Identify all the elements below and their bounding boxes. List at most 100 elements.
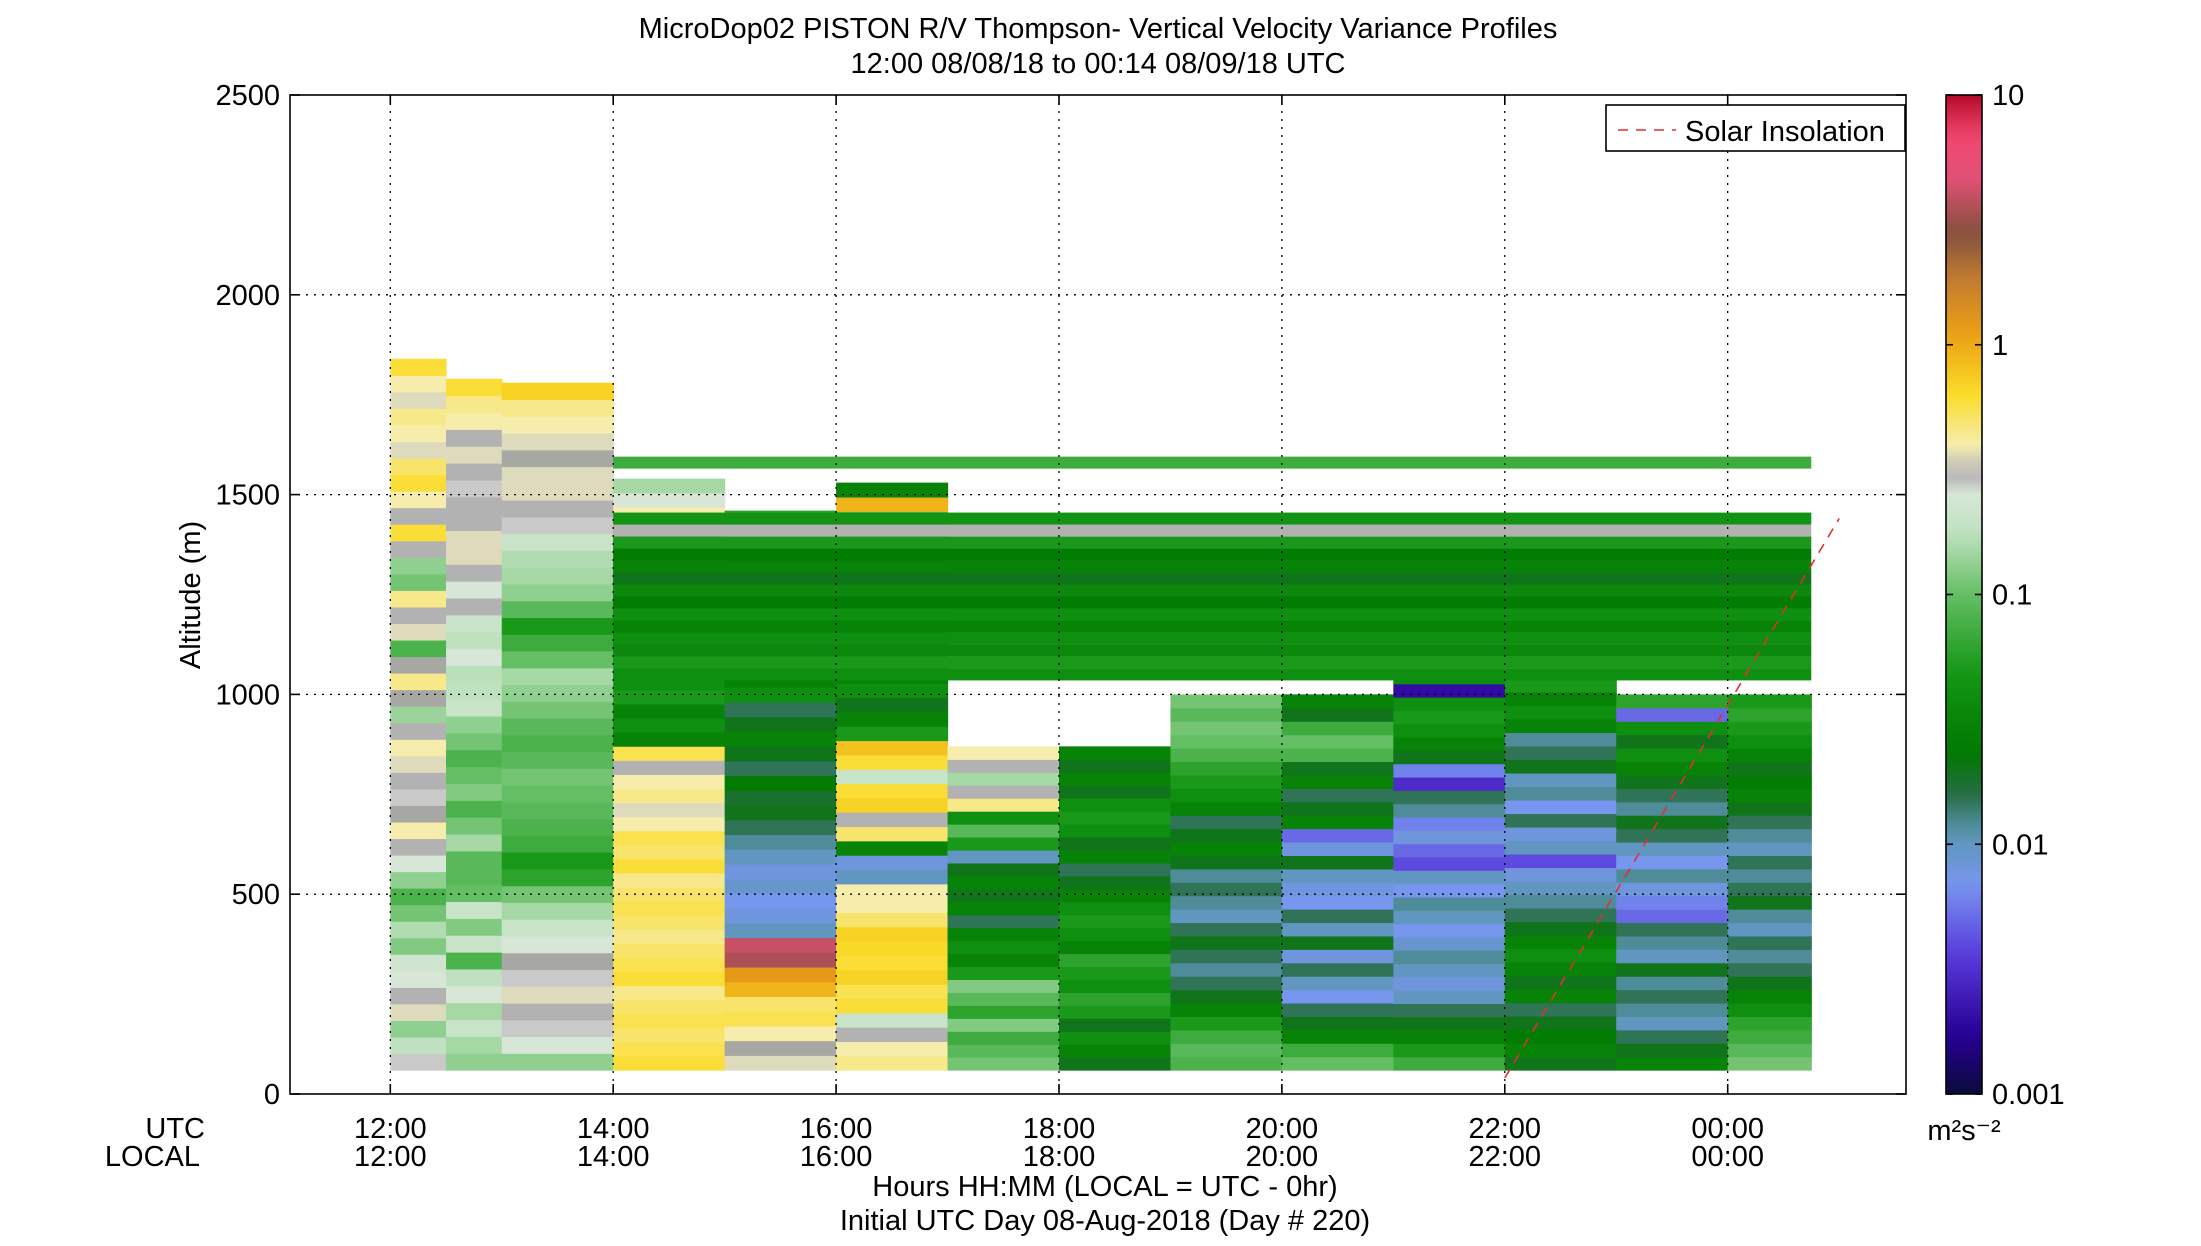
heatmap-cell: [390, 408, 447, 426]
heatmap-cell: [1616, 935, 1729, 950]
heatmap-cell: [836, 797, 949, 813]
heatmap-cell: [1727, 828, 1812, 843]
heatmap-cell: [501, 701, 614, 719]
heatmap-cell: [390, 739, 447, 757]
heatmap-cell: [1727, 721, 1812, 736]
heatmap-cell: [613, 858, 726, 874]
heatmap-cell: [1281, 734, 1394, 749]
heatmap-cell: [836, 826, 949, 842]
utc-row-label: UTC: [145, 1113, 205, 1145]
heatmap-cell: [446, 446, 503, 464]
y-tick-label: 2000: [215, 280, 280, 312]
x-tick-label-local: 12:00: [354, 1141, 427, 1173]
heatmap-cell: [1170, 868, 1283, 883]
heatmap-cell: [390, 606, 447, 625]
heatmap-cell: [501, 449, 614, 468]
heatmap-cell: [390, 474, 447, 492]
heatmap-cell: [390, 838, 447, 856]
heatmap-cell: [1058, 901, 1172, 916]
x-tick-label-local: 22:00: [1468, 1141, 1541, 1173]
heatmap-cell: [501, 617, 614, 635]
heatmap-cell: [1504, 853, 1617, 869]
heatmap-cell: [1504, 1029, 1617, 1044]
heatmap-cell: [1504, 1056, 1617, 1071]
heatmap-cell: [836, 740, 949, 756]
heatmap-cell: [724, 790, 837, 806]
heatmap-cell: [1616, 922, 1729, 937]
heatmap-cell: [836, 711, 949, 727]
heatmap-cell: [446, 817, 503, 835]
heatmap-cell: [1393, 683, 1506, 698]
heatmap-cell: [446, 918, 503, 936]
heatmap-cell: [446, 378, 503, 397]
heatmap-cell: [1504, 759, 1617, 774]
heatmap-cell: [724, 878, 837, 894]
heatmap-cell: [836, 840, 949, 856]
heatmap-cell: [836, 855, 949, 871]
heatmap-cell: [446, 581, 503, 599]
heatmap-cell: [390, 689, 447, 707]
heatmap-cell-upper: [613, 632, 1812, 645]
heatmap-cell: [1616, 1002, 1729, 1017]
solar-insolation-path: [1504, 518, 1840, 1079]
heatmap-cell: [947, 927, 1060, 942]
legend: Solar Insolation: [1605, 104, 1906, 152]
heatmap-cell: [501, 500, 614, 518]
heatmap-cell: [1281, 935, 1394, 950]
heatmap-cell: [390, 1020, 447, 1038]
heatmap-cell: [1727, 882, 1812, 897]
heatmap-cells: [390, 358, 1812, 1071]
heatmap-cell: [947, 992, 1060, 1006]
heatmap-cell: [1616, 815, 1729, 830]
heatmap-cell: [1058, 953, 1172, 968]
x-tick-label-local: 00:00: [1691, 1141, 1764, 1173]
heatmap-cell: [446, 547, 503, 565]
heatmap-cell: [1058, 836, 1172, 851]
heatmap-cell: [501, 1053, 614, 1071]
heatmap-cell: [836, 496, 949, 512]
heatmap-cell: [1616, 949, 1729, 964]
x-tick-label-local: 18:00: [1023, 1141, 1096, 1173]
heatmap-cell: [1616, 801, 1729, 816]
heatmap-cell: [613, 774, 726, 790]
x-tick-label-local: 14:00: [577, 1141, 650, 1173]
heatmap-cell: [446, 395, 503, 414]
heatmap-cell: [1281, 828, 1394, 843]
heatmap-cell: [501, 382, 614, 401]
heatmap-cell: [1504, 772, 1617, 788]
heatmap-cell: [613, 971, 726, 987]
heatmap-cell: [1170, 815, 1283, 830]
heatmap-cell: [1170, 694, 1283, 709]
heatmap-cell: [390, 424, 447, 443]
heatmap-cell: [390, 706, 447, 724]
heatmap-cell: [501, 768, 614, 786]
heatmap-cell: [501, 952, 614, 971]
heatmap-cell: [1393, 950, 1506, 965]
heatmap-cell: [724, 701, 837, 718]
heatmap-cell: [446, 951, 503, 970]
heatmap-cell: [947, 1044, 1060, 1058]
heatmap-cell: [501, 1036, 614, 1054]
heatmap-cell: [1504, 786, 1617, 801]
heatmap-cell: [501, 835, 614, 853]
heatmap-cell-upper: [613, 512, 1812, 525]
heatmap-cell: [836, 812, 949, 828]
heatmap-cell: [1727, 962, 1812, 977]
solar-insolation-line: [1504, 518, 1840, 1079]
heatmap-cell: [1170, 828, 1283, 843]
heatmap-cell: [1281, 868, 1394, 883]
heatmap-cell: [1393, 870, 1506, 885]
heatmap-cell: [724, 937, 837, 953]
colorbar-ticks: 0.001 0.01 0.1 1 10: [1946, 80, 2065, 1111]
x-tick-label-local: 20:00: [1246, 1141, 1319, 1173]
heatmap-cell: [724, 952, 837, 968]
heatmap-cell: [1504, 745, 1617, 761]
heatmap-cell: [613, 788, 726, 804]
x-tick-label-utc: 14:00: [577, 1113, 650, 1145]
heatmap-cell: [501, 1019, 614, 1038]
x-tick-label-local: 16:00: [800, 1141, 873, 1173]
heatmap-cell: [1393, 1003, 1506, 1018]
heatmap-cell: [446, 867, 503, 886]
heatmap-cell: [446, 530, 503, 548]
heatmap-cell: [1727, 801, 1812, 816]
